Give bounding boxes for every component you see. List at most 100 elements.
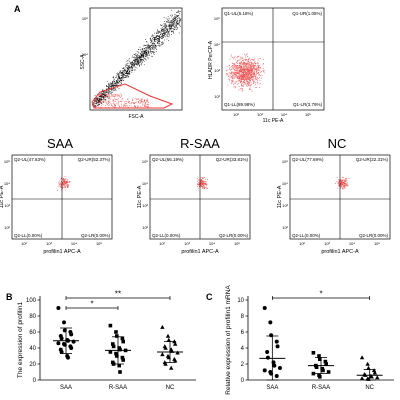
gated-event-dot [127, 98, 129, 100]
y-tick-label: 60 [29, 330, 36, 336]
event-dot [129, 73, 130, 75]
event-dot [158, 35, 159, 37]
event-dot [129, 71, 131, 73]
event-dot [116, 83, 118, 85]
event-dot [259, 79, 261, 81]
event-dot [62, 186, 63, 188]
event-dot [65, 182, 67, 183]
event-dot [253, 82, 254, 84]
event-dot [105, 92, 107, 93]
event-dot [154, 41, 155, 42]
event-dot [101, 99, 102, 101]
event-dot [119, 80, 120, 82]
event-dot [132, 55, 134, 57]
event-dot [130, 67, 132, 69]
event-dot [243, 62, 244, 64]
event-dot [153, 35, 155, 37]
event-dot [64, 178, 66, 180]
event-dot [100, 98, 102, 99]
event-dot [159, 41, 161, 42]
event-dot [204, 183, 206, 185]
event-dot [164, 25, 166, 26]
event-dot [251, 58, 253, 60]
event-dot [256, 69, 258, 71]
event-dot [128, 65, 129, 67]
event-dot [106, 85, 107, 86]
event-dot [233, 63, 235, 65]
event-dot [241, 75, 243, 77]
event-dot [166, 19, 168, 21]
event-dot [116, 81, 117, 83]
event-dot [263, 71, 265, 72]
event-dot [137, 57, 139, 59]
event-dot [250, 59, 251, 61]
event-dot [66, 185, 68, 186]
event-dot [134, 63, 135, 65]
event-dot [108, 83, 109, 84]
event-dot [103, 101, 105, 103]
event-dot [204, 188, 205, 190]
event-dot [97, 97, 98, 99]
event-dot [179, 20, 181, 22]
gated-event-dot [108, 100, 110, 101]
event-dot [66, 181, 68, 183]
event-dot [163, 26, 164, 27]
event-dot [176, 16, 178, 18]
event-dot [175, 19, 177, 20]
event-dot [167, 29, 168, 31]
event-dot [256, 87, 258, 89]
event-dot [240, 76, 242, 78]
event-dot [342, 184, 344, 185]
event-dot [159, 39, 160, 40]
event-dot [127, 67, 128, 68]
event-dot [343, 179, 344, 181]
event-dot [203, 177, 204, 179]
event-dot [154, 39, 155, 40]
event-dot [245, 71, 247, 73]
event-dot [139, 57, 141, 58]
event-dot [111, 85, 113, 86]
event-dot [343, 185, 344, 187]
event-dot [119, 82, 121, 83]
event-dot [248, 58, 250, 60]
event-dot [243, 76, 245, 78]
event-dot [60, 185, 62, 187]
event-dot [173, 22, 174, 24]
gated-event-dot [117, 103, 119, 105]
event-dot [133, 54, 135, 55]
gated-event-dot [142, 98, 144, 100]
group-title-rsaa: R-SAA [180, 136, 220, 151]
event-dot [129, 64, 130, 66]
event-dot [160, 37, 161, 39]
event-dot [236, 69, 238, 71]
event-dot [259, 65, 260, 67]
event-dot [158, 39, 160, 40]
event-dot [99, 97, 101, 99]
event-dot [124, 74, 126, 76]
event-dot [116, 80, 118, 82]
event-dot [253, 66, 254, 68]
data-point [163, 345, 168, 350]
event-dot [259, 74, 260, 76]
event-dot [165, 28, 167, 30]
y-tick-label: 20 [29, 362, 36, 368]
event-dot [140, 62, 142, 64]
event-dot [231, 80, 233, 81]
event-dot [157, 42, 158, 44]
event-dot [122, 73, 124, 74]
event-dot [128, 71, 130, 73]
event-dot [339, 182, 340, 184]
event-dot [247, 66, 249, 67]
gated-event-dot [100, 99, 101, 101]
gated-event-dot [114, 103, 116, 105]
event-dot [205, 186, 207, 188]
event-dot [66, 183, 68, 185]
event-dot [176, 15, 177, 16]
event-dot [239, 69, 241, 71]
event-dot [111, 83, 112, 85]
gated-event-dot [111, 104, 112, 106]
event-dot [151, 34, 153, 36]
hla-ylabel: HLADR PerCP-A [208, 40, 214, 79]
event-dot [247, 82, 249, 84]
gated-event-dot [126, 103, 127, 104]
